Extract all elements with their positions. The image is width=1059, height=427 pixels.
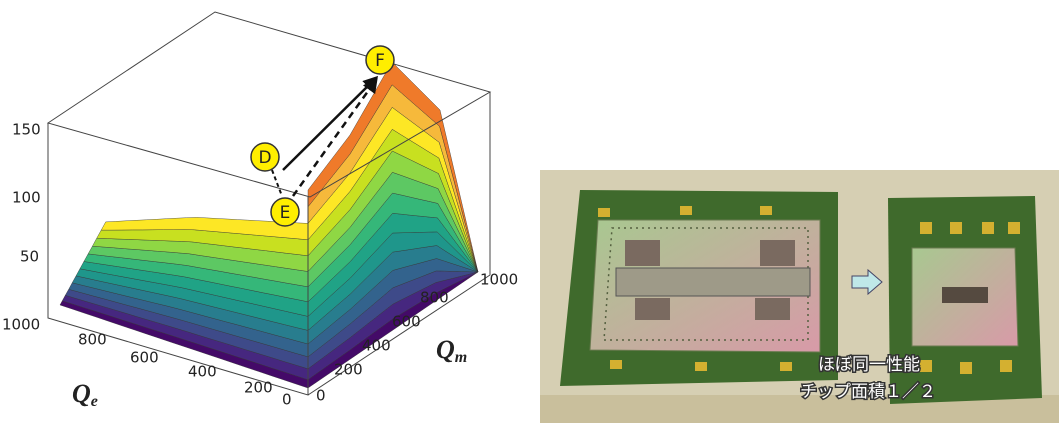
qe-tick-label: 600: [130, 349, 159, 367]
point-e: E: [271, 198, 299, 226]
arrow-d-e: [272, 170, 282, 196]
qe-tick-label: 0: [282, 391, 292, 409]
photo-caption-line: ほぼ同一性能: [818, 355, 920, 375]
qe-tick-label: 800: [78, 331, 107, 349]
qe-axis-label: Qe: [72, 379, 98, 410]
qm-tick-label: 400: [362, 337, 391, 355]
z-tick-label: 100: [12, 189, 41, 207]
qm-axis-label: Qm: [436, 335, 467, 366]
qm-tick-label: 200: [334, 361, 363, 379]
z-tick-label: 150: [12, 121, 41, 139]
point-d: D: [251, 143, 279, 171]
page: D E F Qe Qm ほぼ同一性能 チップ面積１／２ 150 100 50 1000…: [0, 0, 1059, 423]
figure: D E F Qe Qm ほぼ同一性能 チップ面積１／２ 150 100 50 1000…: [0, 0, 1059, 423]
axis-symbol: Q: [436, 335, 455, 364]
qe-tick-label: 400: [188, 363, 217, 381]
axis-subscript: e: [91, 393, 98, 410]
chip-cell: [635, 298, 670, 320]
point-label: D: [258, 148, 271, 168]
axis-symbol: Q: [72, 379, 91, 408]
lid-small: [942, 287, 988, 303]
qm-tick-label: 0: [316, 387, 326, 405]
qe-tick-label: 1000: [2, 316, 40, 334]
point-label: F: [375, 51, 385, 71]
chip-cell: [755, 298, 790, 320]
surface-plot: [60, 62, 478, 388]
point-label: E: [280, 203, 291, 223]
qm-tick-label: 800: [420, 289, 449, 307]
qe-tick-label: 200: [244, 379, 273, 397]
qm-tick-label: 600: [392, 313, 421, 331]
qm-tick-label: 1000: [480, 271, 518, 289]
lid-large: [616, 268, 810, 296]
point-f: F: [366, 46, 394, 74]
photo: ほぼ同一性能 チップ面積１／２: [540, 170, 1059, 423]
chip-cell: [760, 240, 795, 266]
photo-caption-line: チップ面積１／２: [800, 382, 936, 402]
axis-subscript: m: [455, 349, 467, 366]
z-tick-label: 50: [20, 248, 39, 266]
chip-cell: [625, 240, 660, 266]
